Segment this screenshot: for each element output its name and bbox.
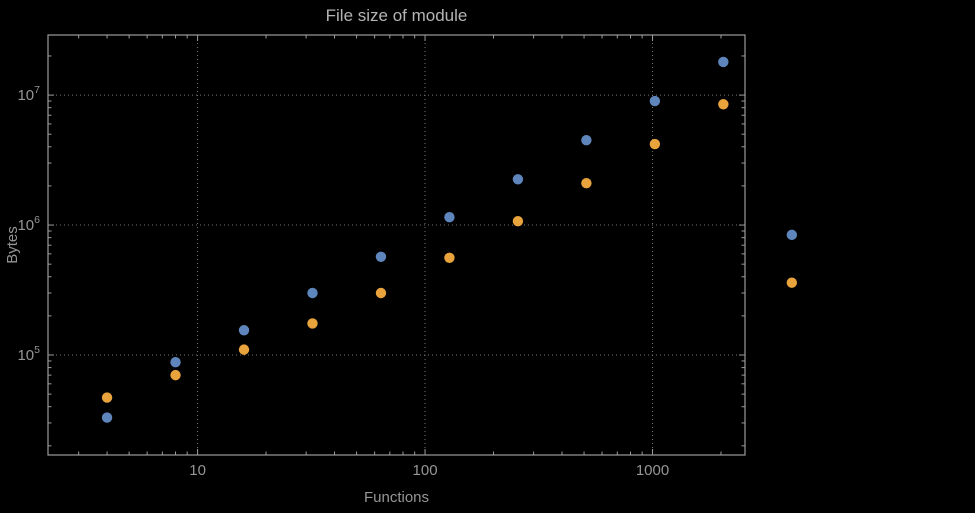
data-point: [581, 134, 592, 146]
data-point: [649, 138, 661, 150]
x-tick-label: 1000: [636, 462, 669, 479]
chart-title: File size of module: [325, 6, 468, 25]
data-point: [101, 412, 113, 423]
data-point: [444, 252, 455, 263]
data-point: [649, 95, 661, 107]
data-point: [307, 287, 318, 299]
data-point: [718, 56, 729, 68]
data-point: [375, 251, 387, 262]
data-point: [786, 277, 798, 288]
data-point: [375, 287, 387, 299]
y-tick-label: 106: [17, 214, 40, 234]
data-point: [718, 99, 729, 110]
data-point: [238, 325, 250, 336]
series-orange: [101, 99, 798, 403]
x-axis-label: Functions: [363, 489, 430, 506]
data-point: [238, 344, 250, 355]
data-point: [581, 177, 592, 189]
data-point: [101, 392, 113, 403]
data-point: [786, 229, 798, 241]
x-tick-label: 10: [189, 462, 206, 479]
y-tick-label: 107: [17, 84, 40, 104]
data-point: [444, 211, 455, 223]
y-tick-label: 105: [17, 344, 40, 364]
data-point: [170, 369, 181, 381]
data-point: [170, 357, 181, 368]
series-blue: [101, 56, 798, 423]
data-point: [512, 174, 524, 185]
x-tick-label: 100: [413, 462, 438, 479]
data-point: [512, 216, 524, 227]
data-point: [307, 318, 318, 329]
plot-frame: [47, 34, 746, 456]
y-axis-label: Bytes: [4, 226, 21, 264]
